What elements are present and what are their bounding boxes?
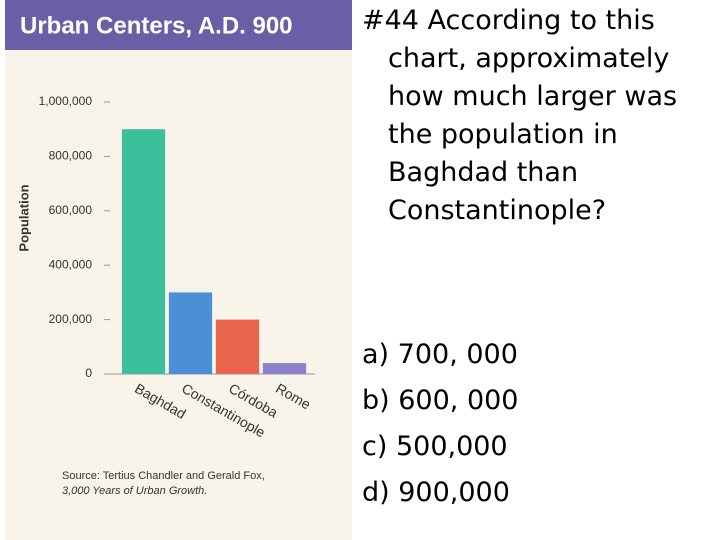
option: b) 600, 000 bbox=[362, 385, 519, 416]
y-axis-label: Population bbox=[16, 184, 31, 251]
chart-title: Urban Centers, A.D. 900 bbox=[20, 12, 293, 39]
bar bbox=[168, 292, 213, 374]
bar bbox=[262, 363, 307, 374]
y-tick-label: 1,000,000 bbox=[39, 94, 93, 108]
bar bbox=[121, 129, 166, 374]
y-tick-label: 0 bbox=[85, 366, 92, 380]
chart-panel bbox=[5, 0, 352, 540]
source-line: 3,000 Years of Urban Growth. bbox=[62, 485, 207, 497]
question: #44 According to this chart, approximate… bbox=[362, 5, 678, 226]
y-tick-label: 400,000 bbox=[49, 257, 93, 271]
bar bbox=[215, 319, 260, 374]
title-bar bbox=[5, 0, 352, 50]
source-line: Source: Tertius Chandler and Gerald Fox, bbox=[62, 470, 265, 482]
y-tick-label: 800,000 bbox=[49, 149, 93, 163]
option: d) 900,000 bbox=[362, 477, 510, 508]
chart: Urban Centers, A.D. 900 Population Sourc… bbox=[5, 0, 352, 540]
y-tick-label: 600,000 bbox=[49, 203, 93, 217]
y-tick-label: 200,000 bbox=[49, 312, 93, 326]
options: a) 700, 000 b) 600, 000 c) 500,000 d) 90… bbox=[362, 332, 519, 516]
option: a) 700, 000 bbox=[362, 339, 518, 370]
option: c) 500,000 bbox=[362, 431, 508, 462]
